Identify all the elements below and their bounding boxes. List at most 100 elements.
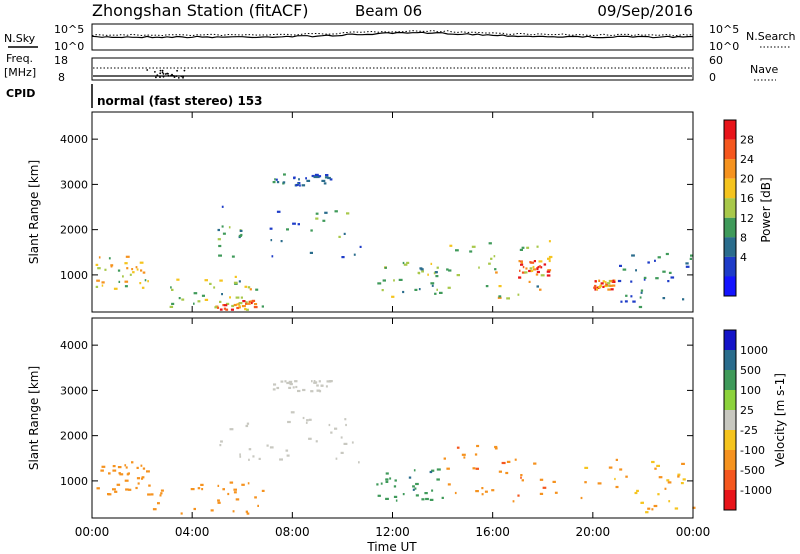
range-gate-cell [653, 504, 658, 508]
range-gate-cell [439, 291, 443, 294]
range-gate-cell [447, 286, 451, 289]
range-gate-cell [230, 308, 234, 311]
range-gate-cell [536, 270, 540, 274]
range-gate-cell [335, 457, 338, 460]
range-gate-cell [95, 263, 99, 266]
range-gate-cell [420, 268, 424, 271]
range-gate-cell [308, 437, 312, 440]
range-gate-cell [520, 476, 522, 479]
range-gate-cell [424, 492, 428, 495]
range-gate-cell [443, 457, 446, 460]
y-tick-label: 3000 [60, 384, 88, 397]
range-gate-cell [394, 479, 397, 482]
range-gate-cell [344, 418, 347, 421]
range-gate-cell [384, 266, 387, 269]
range-gate-cell [122, 275, 124, 278]
range-gate-cell [475, 490, 479, 493]
range-gate-cell [436, 468, 441, 471]
range-gate-cell [393, 279, 395, 282]
range-gate-cell [539, 492, 544, 495]
range-gate-cell [429, 470, 433, 474]
range-gate-cell [290, 411, 295, 414]
range-gate-cell [639, 296, 642, 299]
range-gate-cell [651, 460, 655, 464]
colorbar-tick-label: 20 [740, 173, 754, 186]
range-gate-cell [270, 239, 273, 242]
range-gate-cell [611, 280, 616, 283]
range-gate-cell [294, 380, 298, 383]
freq-ytick-top: 18 [54, 54, 68, 67]
range-gate-cell [433, 272, 436, 275]
range-gate-cell [546, 274, 551, 277]
range-gate-cell [381, 289, 384, 292]
range-gate-cell [124, 285, 128, 288]
range-gate-cell [96, 487, 100, 490]
range-gate-cell [608, 466, 613, 469]
range-gate-cell [197, 300, 201, 303]
range-gate-cell [606, 282, 611, 285]
range-gate-cell [248, 448, 252, 451]
range-gate-cell [625, 475, 628, 478]
range-gate-cell [222, 488, 225, 491]
range-gate-cell [201, 294, 205, 297]
range-gate-cell [229, 296, 231, 299]
range-gate-cell [630, 295, 633, 298]
range-gate-cell [219, 279, 223, 282]
range-gate-cell [393, 485, 397, 488]
range-gate-cell [302, 388, 306, 392]
range-gate-cell [242, 300, 246, 303]
range-gate-cell [640, 289, 644, 292]
range-gate-cell [493, 255, 496, 258]
range-gate-cell [112, 488, 116, 491]
range-gate-cell [485, 285, 489, 288]
range-gate-cell [233, 281, 238, 284]
range-gate-cell [512, 500, 515, 503]
range-gate-cell [498, 295, 502, 298]
range-gate-cell [245, 302, 247, 305]
range-gate-cell [114, 490, 118, 493]
range-gate-cell [469, 250, 473, 253]
range-gate-cell [129, 273, 132, 276]
range-gate-cell [139, 282, 142, 285]
range-gate-cell [620, 300, 623, 303]
range-gate-cell [636, 489, 639, 492]
range-gate-cell [288, 380, 293, 383]
range-gate-cell [612, 279, 615, 282]
range-gate-cell [599, 284, 602, 287]
range-gate-cell [377, 282, 382, 285]
nave-point [146, 69, 149, 71]
range-gate-cell [246, 512, 250, 515]
sky-ytick-bottom: 10^0 [54, 40, 84, 53]
range-gate-cell [494, 268, 497, 271]
range-gate-cell [402, 290, 405, 294]
range-gate-cell [435, 271, 438, 274]
range-gate-cell [441, 496, 444, 499]
range-gate-cell [634, 491, 638, 495]
range-gate-cell [249, 288, 252, 291]
range-gate-cell [326, 380, 331, 383]
y-tick-label: 2000 [60, 224, 88, 237]
colorbar-swatch [724, 370, 736, 390]
range-gate-cell [284, 380, 287, 383]
range-gate-cell [157, 502, 160, 505]
range-gate-cell [414, 487, 417, 490]
range-gate-cell [318, 175, 322, 178]
range-gate-cell [253, 306, 258, 309]
range-gate-cell [287, 420, 291, 424]
range-gate-cell [316, 175, 320, 179]
range-gate-cell [144, 279, 147, 282]
range-gate-cell [315, 217, 319, 220]
range-gate-cell [385, 478, 388, 481]
range-gate-cell [217, 484, 220, 487]
range-gate-cell [447, 483, 451, 486]
range-gate-cell [255, 288, 259, 291]
nave-point [162, 73, 165, 75]
range-gate-cell [358, 461, 360, 464]
range-gate-cell [359, 245, 362, 248]
range-gate-cell [271, 255, 274, 258]
range-gate-cell [635, 269, 637, 272]
range-gate-cell [353, 253, 356, 256]
range-gate-cell [498, 470, 502, 473]
range-gate-cell [229, 428, 234, 431]
range-gate-cell [219, 444, 222, 447]
